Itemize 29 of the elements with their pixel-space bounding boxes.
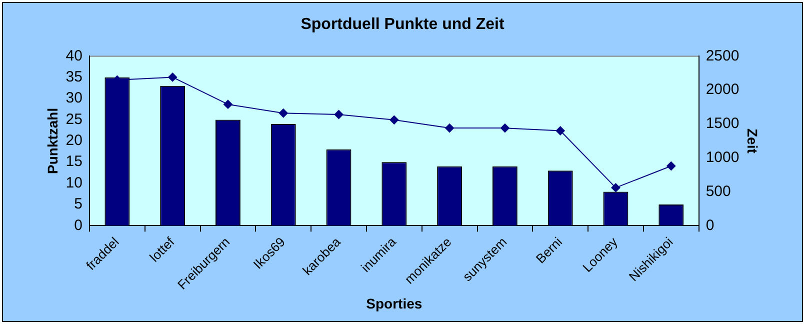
point [278,108,288,118]
y-tick-label: 0 [74,216,82,234]
point [556,126,565,136]
y-tick-label: 10 [66,174,82,192]
point [334,110,344,119]
y2-tick-label: 500 [706,182,731,200]
y-tick-label: 35 [66,68,82,86]
y2-tick-label: 1500 [706,115,740,132]
y-axis-title: Punktzahl [44,108,60,174]
y-tick-label: 15 [66,153,82,170]
point [500,124,510,133]
point [168,72,178,82]
point [666,162,676,171]
point [390,115,399,124]
x-axis-title: Sporties [366,295,422,312]
y2-axis-title: Zeit [744,128,761,154]
y-tick-label: 40 [66,47,82,64]
point [611,183,620,192]
y2-tick-label: 1000 [706,149,740,166]
y2-tick-label: 2000 [706,81,740,98]
point [223,100,232,109]
point [445,124,454,133]
chart-title: Sportduell Punkte und Zeit [300,16,505,34]
y-tick-label: 25 [66,110,82,128]
y-tick-label: 30 [66,90,82,107]
y-tick-label: 20 [66,132,82,150]
y-tick-label: 5 [74,196,82,213]
y2-tick-label: 0 [706,216,714,234]
y2-tick-label: 2500 [706,47,740,64]
